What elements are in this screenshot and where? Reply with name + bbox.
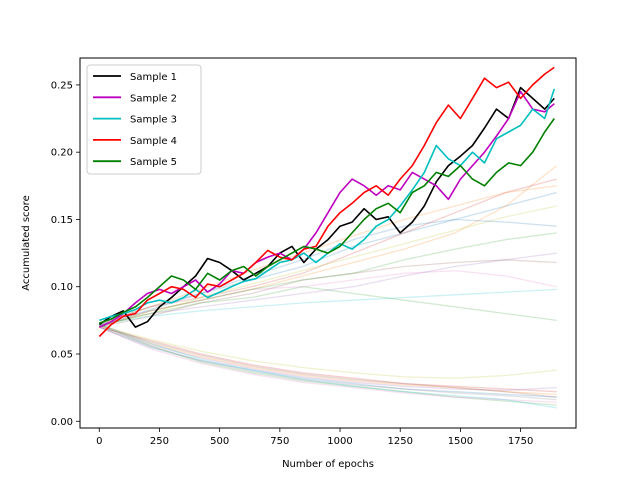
background-line-16 xyxy=(99,326,557,393)
background-line-13 xyxy=(99,326,557,398)
background-line-12 xyxy=(99,232,557,328)
y-axis: 0.00 0.05 0.10 0.15 0.20 0.25 xyxy=(51,80,80,428)
x-axis-label: Number of epochs xyxy=(282,459,374,470)
y-tick-label: 0.00 xyxy=(51,417,73,428)
background-line-2 xyxy=(99,165,558,328)
legend-label-sample-5: Sample 5 xyxy=(130,157,177,168)
background-line-19 xyxy=(99,326,557,404)
x-tick-label: 750 xyxy=(270,436,289,447)
x-tick-label: 1500 xyxy=(448,436,473,447)
x-tick-label: 250 xyxy=(150,436,169,447)
background-line-6 xyxy=(99,259,557,328)
x-axis: 0 250 500 750 1000 1250 1500 1750 xyxy=(96,428,533,447)
series-line-sample-4 xyxy=(98,66,555,338)
y-axis-label: Accumulated score xyxy=(21,195,32,290)
background-line-5 xyxy=(99,252,557,326)
background-line-11 xyxy=(99,185,557,326)
y-tick-label: 0.10 xyxy=(51,282,73,293)
background-line-1 xyxy=(99,191,557,326)
x-tick-label: 0 xyxy=(96,436,102,447)
background-line-14 xyxy=(99,325,557,396)
legend-label-sample-3: Sample 3 xyxy=(130,115,177,126)
sample-series-lines xyxy=(98,66,556,338)
series-line-sample-1 xyxy=(98,86,555,328)
legend-label-sample-2: Sample 2 xyxy=(130,93,177,104)
background-line-22 xyxy=(99,326,557,401)
series-line-sample-2 xyxy=(98,90,555,328)
y-tick-label: 0.15 xyxy=(51,215,73,226)
background-line-18 xyxy=(99,323,557,398)
y-tick-label: 0.25 xyxy=(51,80,73,91)
legend-label-sample-4: Sample 4 xyxy=(130,136,177,147)
x-tick-label: 500 xyxy=(210,436,229,447)
background-sample-lines xyxy=(99,165,558,409)
background-line-8 xyxy=(99,205,557,327)
plot-frame xyxy=(79,57,577,429)
background-line-17 xyxy=(99,325,557,391)
background-line-3 xyxy=(99,286,557,327)
x-tick-label: 1250 xyxy=(388,436,413,447)
background-line-9 xyxy=(99,288,557,326)
background-line-21 xyxy=(99,323,557,409)
background-line-20 xyxy=(99,325,557,379)
background-line-7 xyxy=(99,269,557,324)
x-tick-label: 1000 xyxy=(327,436,352,447)
y-tick-label: 0.05 xyxy=(51,350,73,361)
background-line-4 xyxy=(99,178,557,324)
legend-frame xyxy=(86,64,202,175)
series-line-sample-5 xyxy=(99,118,555,324)
y-tick-label: 0.20 xyxy=(51,148,73,159)
background-line-15 xyxy=(99,323,557,406)
x-tick-label: 1750 xyxy=(508,436,533,447)
legend: Sample 1 Sample 2 Sample 3 Sample 4 Sample 5 xyxy=(86,64,202,175)
legend-label-sample-1: Sample 1 xyxy=(130,72,177,83)
